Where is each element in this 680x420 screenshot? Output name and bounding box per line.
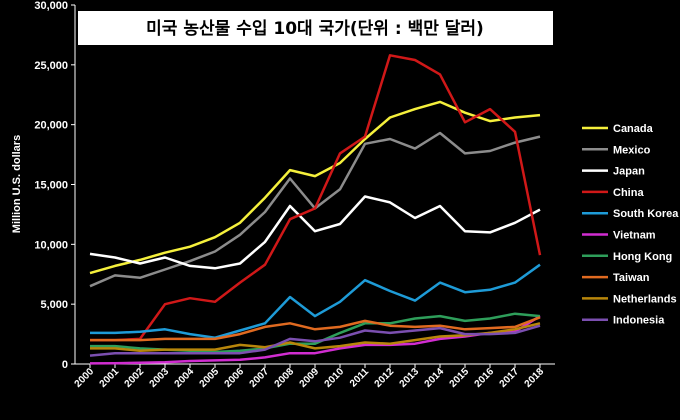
series-line-china	[90, 54, 542, 342]
y-tick-label: 5,000	[40, 299, 68, 311]
series-line-japan	[89, 195, 541, 270]
legend-label-china: China	[613, 187, 644, 199]
y-tick-label: 30,000	[34, 0, 68, 12]
y-tick-label: 20,000	[34, 120, 68, 132]
legend-label-vietnam: Vietnam	[613, 230, 656, 242]
series-line-taiwan	[90, 316, 541, 342]
legend-label-indonesia: Indonesia	[613, 315, 665, 327]
y-tick-label: 0	[62, 359, 68, 371]
y-tick-label: 15,000	[34, 180, 68, 192]
legend-label-canada: Canada	[613, 123, 654, 135]
y-tick-label: 10,000	[34, 239, 68, 251]
title-box	[78, 11, 553, 45]
legend-label-mexico: Mexico	[613, 144, 651, 156]
chart-title: 미국 농산물 수입 10대 국가(단위 : 백만 달러)	[146, 18, 484, 39]
legend-label-hong-kong: Hong Kong	[613, 251, 672, 263]
series-line-indonesia	[89, 324, 541, 357]
legend-label-netherlands: Netherlands	[613, 293, 677, 305]
legend-label-japan: Japan	[613, 166, 645, 178]
series-line-south-korea	[90, 263, 541, 339]
legend-label-south-korea: South Korea	[613, 208, 679, 220]
series-line-canada	[89, 100, 541, 275]
legend: Canada Mexico Japan China South Korea Vietnam…	[582, 123, 679, 327]
y-axis-label: Million U.S. dollars	[11, 135, 23, 233]
series-lines	[89, 54, 542, 365]
y-tick-label: 25,000	[34, 60, 68, 72]
legend-label-taiwan: Taiwan	[613, 272, 650, 284]
